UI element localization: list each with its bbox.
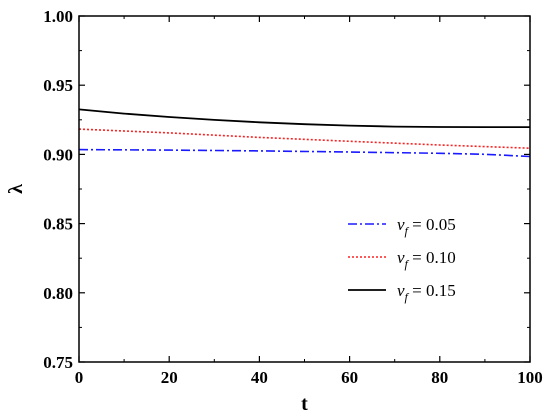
x-tick-label: 20 bbox=[161, 368, 178, 387]
y-axis-label: λ bbox=[5, 184, 27, 194]
series-line-1 bbox=[78, 148, 531, 158]
x-tick-label: 100 bbox=[517, 368, 543, 387]
legend-variable: v bbox=[397, 248, 405, 267]
legend-entry-1: vf = 0.05 bbox=[397, 215, 456, 238]
y-tick-label: 0.90 bbox=[43, 145, 73, 164]
legend-value: = 0.05 bbox=[408, 215, 456, 234]
series-layer bbox=[78, 108, 531, 158]
legend-subscript: f bbox=[405, 224, 410, 238]
legend-entry-3: vf = 0.15 bbox=[397, 281, 456, 304]
y-tick-label: 1.00 bbox=[43, 7, 73, 26]
y-tick-label: 0.95 bbox=[43, 76, 73, 95]
legend-variable: v bbox=[397, 215, 405, 234]
y-tick-label: 0.85 bbox=[43, 215, 73, 234]
y-tick-label: 0.80 bbox=[43, 284, 73, 303]
legend-variable: v bbox=[397, 281, 405, 300]
tick-labels: 0 20 40 60 80 100 0.75 0.80 0.85 0.90 0.95 1.00 bbox=[43, 7, 543, 387]
x-tick-label: 80 bbox=[431, 368, 448, 387]
x-axis-label: t bbox=[301, 393, 308, 415]
x-tick-label: 60 bbox=[341, 368, 358, 387]
plot-frame bbox=[78, 15, 531, 363]
x-tick-label: 40 bbox=[251, 368, 268, 387]
legend-value: = 0.10 bbox=[408, 248, 456, 267]
x-tick-label: 0 bbox=[75, 368, 84, 387]
series-line-2 bbox=[78, 128, 531, 149]
legend-subscript: f bbox=[405, 257, 410, 271]
legend-entry-2: vf = 0.10 bbox=[397, 248, 456, 271]
legend-value: = 0.15 bbox=[408, 281, 456, 300]
axis-ticks bbox=[78, 15, 531, 363]
y-tick-label: 0.75 bbox=[43, 353, 73, 372]
series-line-3 bbox=[78, 108, 530, 128]
legend-subscript: f bbox=[405, 290, 410, 304]
